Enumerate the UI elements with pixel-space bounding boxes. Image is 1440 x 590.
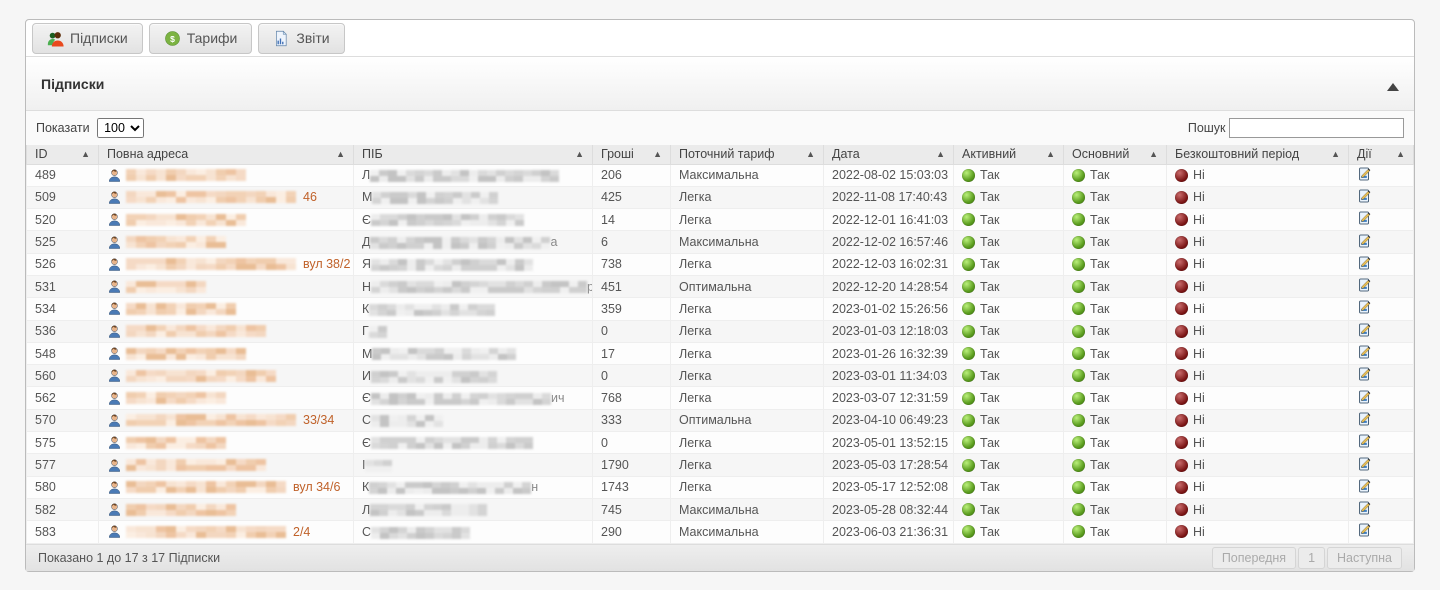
svg-text:$: $ <box>170 33 175 43</box>
